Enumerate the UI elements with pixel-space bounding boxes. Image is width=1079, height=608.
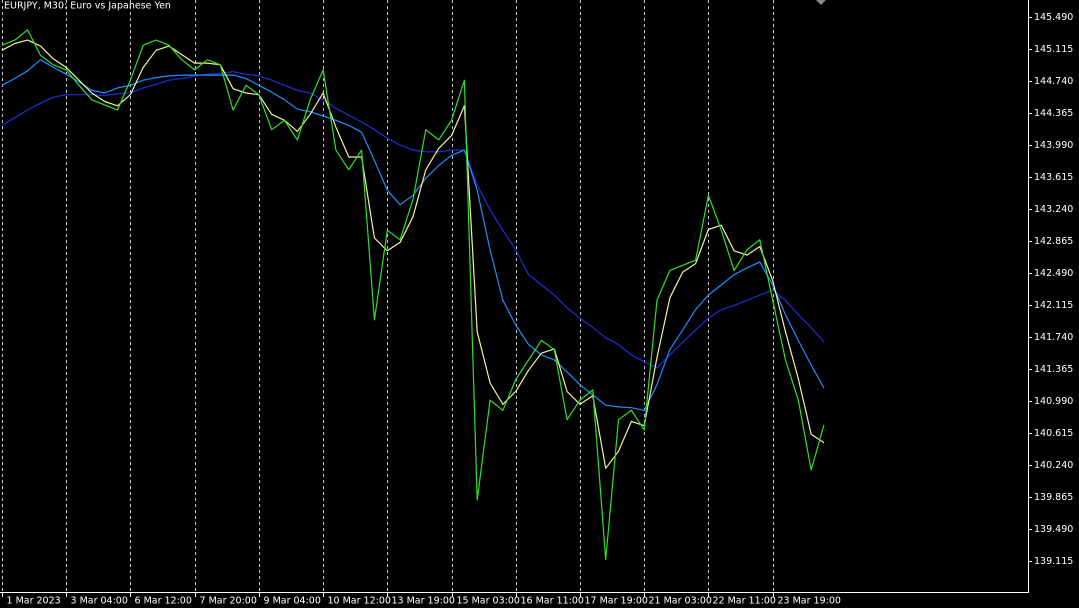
y-tick-label: 142.865 — [1034, 236, 1073, 247]
y-tick-label: 144.740 — [1034, 76, 1073, 87]
chart-title: EURJPY, M30: Euro vs Japanese Yen — [4, 1, 171, 12]
y-tick-label: 139.865 — [1034, 492, 1073, 503]
y-tick-label: 140.990 — [1034, 396, 1073, 407]
price-line — [1, 29, 825, 561]
y-tick-label: 141.365 — [1034, 364, 1073, 375]
y-tick-label: 143.240 — [1034, 204, 1073, 215]
x-tick-label: 9 Mar 04:00 — [264, 596, 321, 607]
y-tick-label: 142.115 — [1034, 300, 1073, 311]
x-tick-label: 17 Mar 19:00 — [585, 596, 648, 607]
y-tick-label: 145.115 — [1034, 44, 1073, 55]
y-tick-label: 142.490 — [1034, 268, 1073, 279]
x-tick-label: 23 Mar 19:00 — [778, 596, 841, 607]
x-tick-label: 21 Mar 03:00 — [649, 596, 712, 607]
x-tick-label: 22 Mar 11:00 — [713, 596, 776, 607]
y-tick-label: 139.115 — [1034, 556, 1073, 567]
x-tick-label: 15 Mar 03:00 — [457, 596, 520, 607]
y-tick-label: 145.490 — [1034, 12, 1073, 23]
chart-shift-marker — [816, 0, 826, 5]
y-tick-label: 143.990 — [1034, 140, 1073, 151]
price-line — [1, 39, 825, 469]
x-tick-label: 13 Mar 19:00 — [392, 596, 455, 607]
x-tick-label: 16 Mar 11:00 — [521, 596, 584, 607]
y-tick-label: 139.490 — [1034, 524, 1073, 535]
x-tick-label: 3 Mar 04:00 — [71, 596, 128, 607]
y-tick-label: 144.365 — [1034, 108, 1073, 119]
x-tick-label: 1 Mar 2023 — [7, 596, 61, 607]
x-tick-label: 7 Mar 20:00 — [200, 596, 257, 607]
y-tick-label: 140.240 — [1034, 460, 1073, 471]
y-tick-label: 143.615 — [1034, 172, 1073, 183]
y-tick-label: 140.615 — [1034, 428, 1073, 439]
price-line — [1, 59, 825, 411]
x-tick-label: 10 Mar 12:00 — [328, 596, 391, 607]
y-tick-label: 141.740 — [1034, 332, 1073, 343]
price-line — [1, 71, 825, 369]
x-tick-label: 6 Mar 12:00 — [135, 596, 192, 607]
